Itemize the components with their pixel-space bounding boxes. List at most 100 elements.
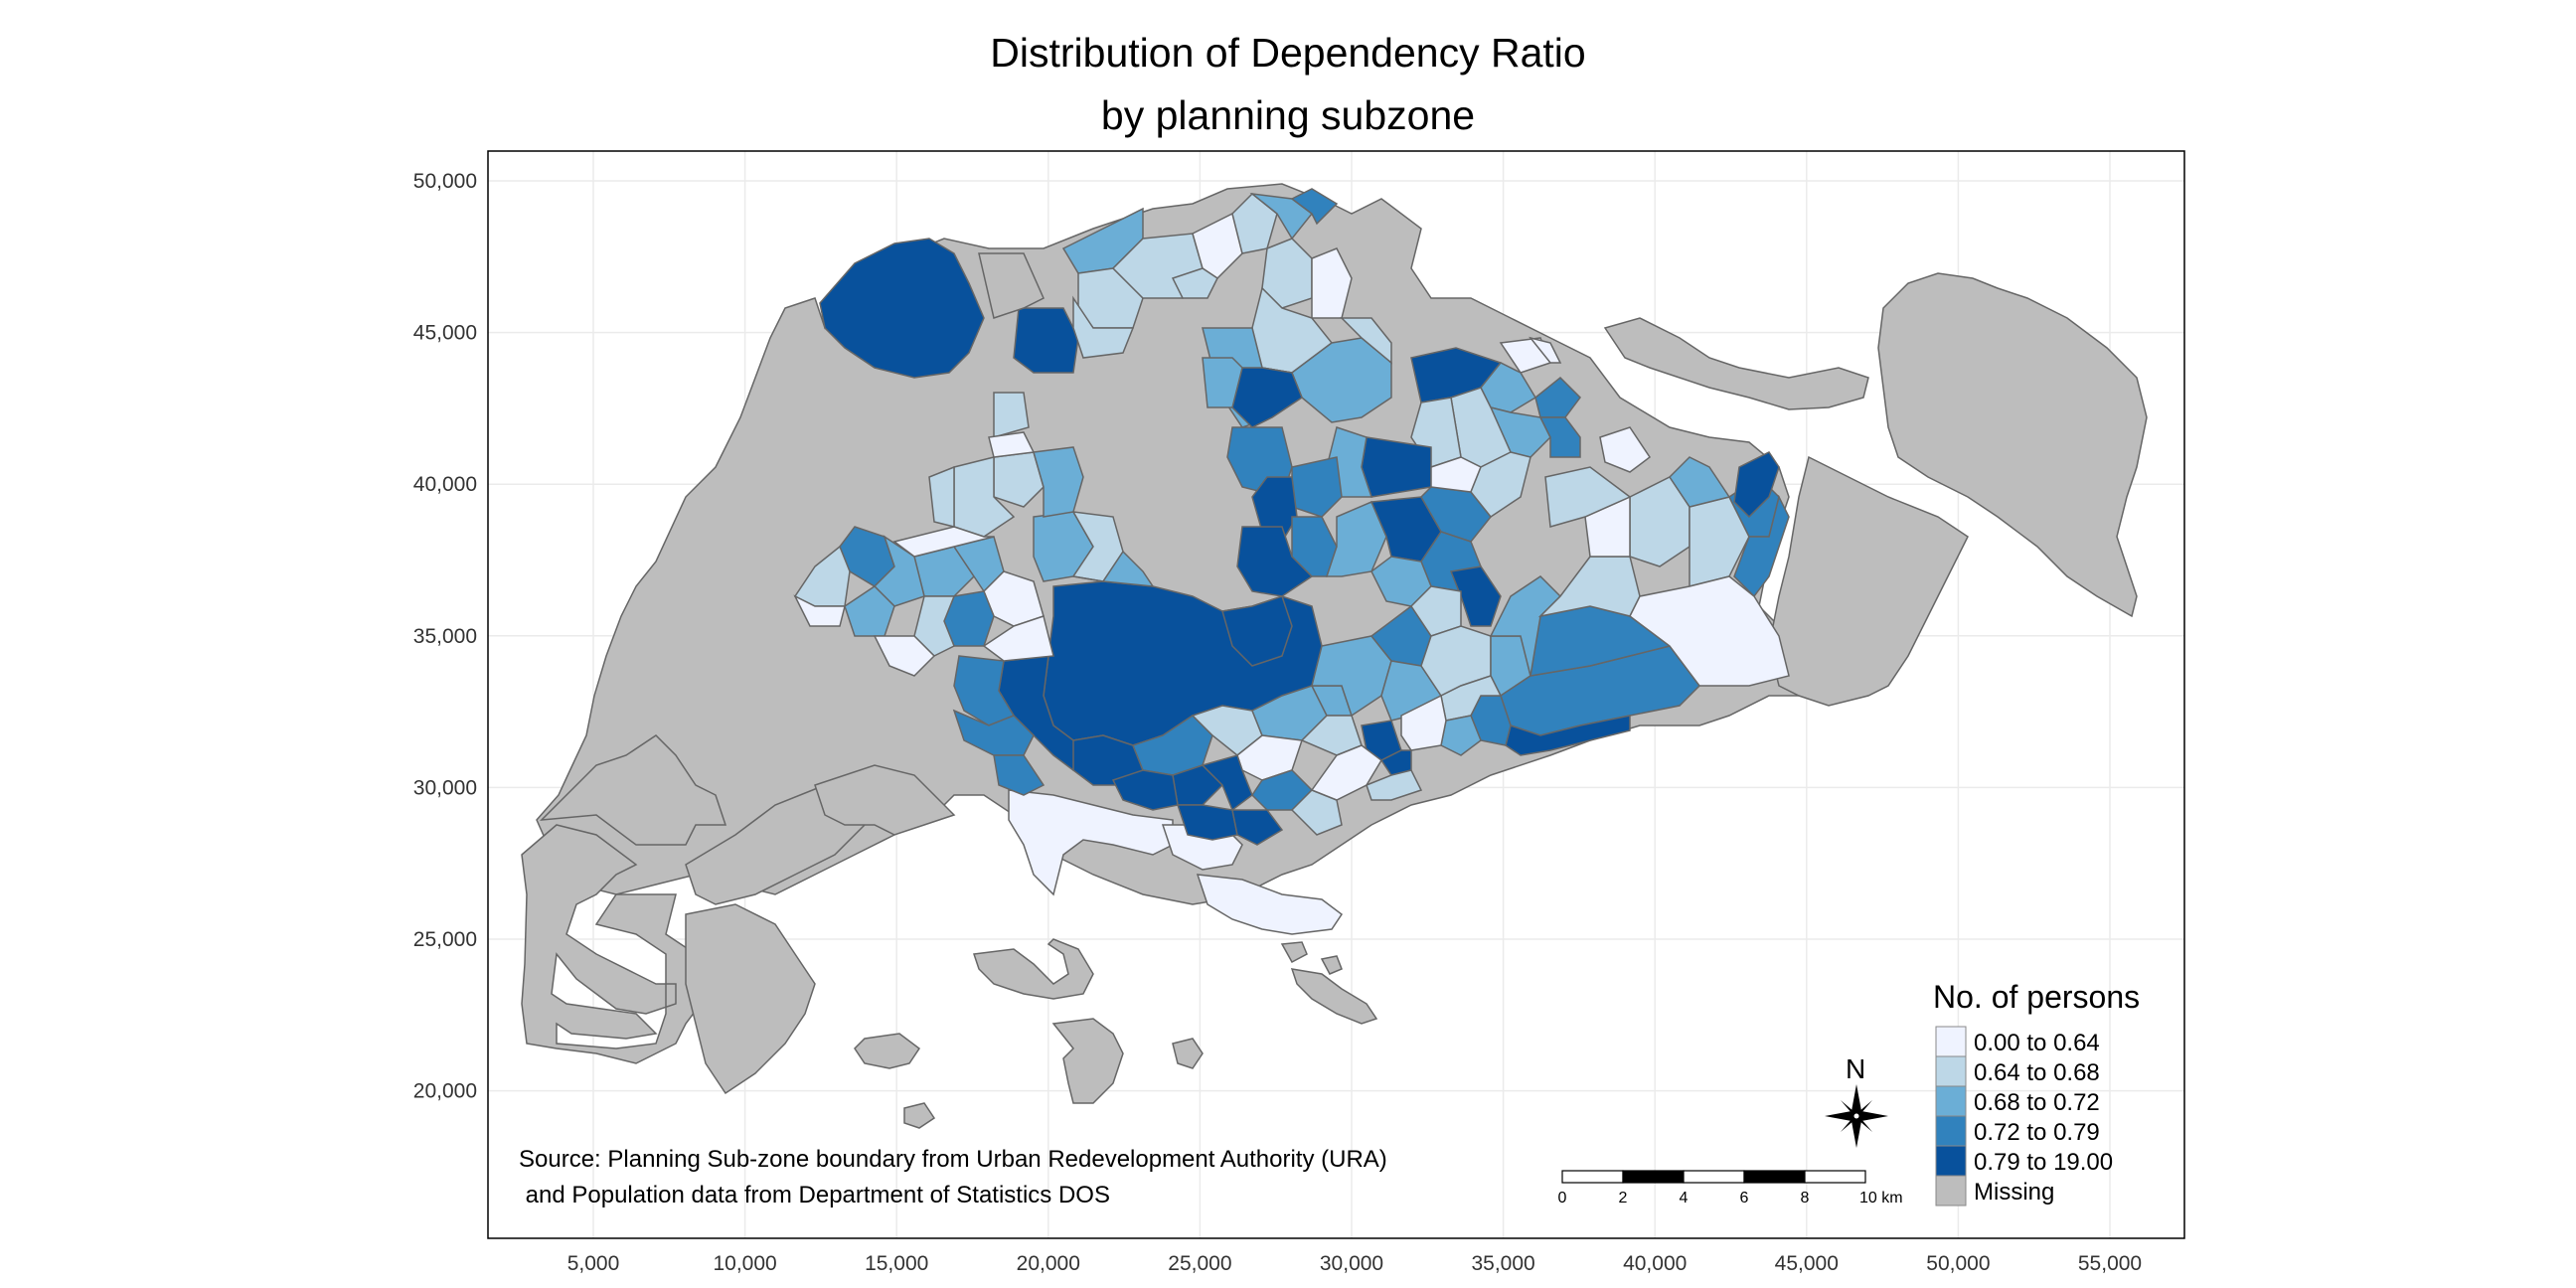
scale-label: 10 km bbox=[1859, 1190, 1903, 1207]
jurong-island bbox=[521, 824, 707, 1064]
nw-zone-1 bbox=[892, 526, 995, 558]
southern-island-f bbox=[903, 1102, 936, 1129]
scale-label: 8 bbox=[1801, 1190, 1810, 1207]
pulau-tekong bbox=[1877, 272, 2148, 618]
east-zone-18 bbox=[1733, 451, 1780, 519]
north-zone-15 bbox=[1340, 317, 1392, 365]
legend-label: 0.64 to 0.68 bbox=[1974, 1059, 2100, 1086]
east-zone-8 bbox=[1505, 715, 1631, 756]
scale-label: 6 bbox=[1740, 1190, 1749, 1207]
north-label: N bbox=[1846, 1053, 1865, 1084]
x-tick-label: 45,000 bbox=[1775, 1252, 1839, 1275]
y-tick-label: 50,000 bbox=[413, 170, 477, 193]
central-zone-2 bbox=[1361, 436, 1432, 498]
island-southwest-a bbox=[814, 764, 956, 836]
east-zone-22 bbox=[1544, 466, 1632, 528]
east-zone-3 bbox=[1410, 585, 1462, 637]
north-zone-9 bbox=[1311, 247, 1353, 319]
x-axis-ticks: 5,000 10,000 15,000 20,000 25,000 30,000 35,00… bbox=[567, 1252, 2142, 1275]
y-tick-label: 35,000 bbox=[413, 625, 477, 648]
legend-label: 0.72 to 0.79 bbox=[1974, 1119, 2100, 1146]
southern-island-h bbox=[1320, 955, 1343, 975]
north-zone-16 bbox=[1072, 295, 1135, 359]
scale-bar: 0 2 4 6 8 10 km bbox=[1558, 1170, 1903, 1207]
y-tick-label: 40,000 bbox=[413, 473, 477, 496]
northeast-zone-6 bbox=[1538, 416, 1581, 458]
y-tick-label: 30,000 bbox=[413, 776, 477, 799]
map-title-line-1: Distribution of Dependency Ratio bbox=[990, 30, 1586, 76]
west-zone-10 bbox=[993, 392, 1030, 438]
legend-label: 0.00 to 0.64 bbox=[1974, 1030, 2100, 1056]
southern-island-c bbox=[854, 1033, 921, 1069]
south-zone-11 bbox=[1111, 769, 1179, 811]
north-zone-7 bbox=[1290, 188, 1339, 226]
west-zone-19 bbox=[1072, 550, 1155, 587]
east-zone-23 bbox=[1599, 426, 1652, 473]
legend-swatch bbox=[1935, 1055, 1967, 1087]
southern-island-d bbox=[1290, 968, 1378, 1025]
pulau-bukom bbox=[685, 903, 816, 1095]
x-tick-label: 35,000 bbox=[1471, 1252, 1534, 1275]
y-tick-label: 45,000 bbox=[413, 322, 477, 345]
pulau-ubin bbox=[1603, 317, 1869, 410]
scale-label: 4 bbox=[1680, 1190, 1689, 1207]
lim-chu-kang-zone bbox=[819, 238, 985, 379]
x-tick-label: 25,000 bbox=[1168, 1252, 1231, 1275]
east-zone-17 bbox=[1733, 494, 1790, 598]
central-zone-6 bbox=[1236, 526, 1314, 597]
legend-label: Missing bbox=[1974, 1179, 2054, 1206]
northeast-zone-4 bbox=[1534, 376, 1581, 418]
legend-swatch bbox=[1935, 1145, 1967, 1177]
legend-swatch bbox=[1935, 1085, 1967, 1117]
southern-island-a bbox=[972, 938, 1094, 1000]
north-zone-4 bbox=[1192, 212, 1243, 279]
changi-east bbox=[1768, 455, 1969, 707]
legend-label: 0.79 to 19.00 bbox=[1974, 1149, 2113, 1176]
north-arrow-icon: N bbox=[1825, 1053, 1888, 1148]
panel-border bbox=[487, 150, 2185, 1239]
x-tick-label: 55,000 bbox=[2078, 1252, 2142, 1275]
east-zone-20 bbox=[1629, 575, 1790, 687]
x-tick-label: 40,000 bbox=[1623, 1252, 1687, 1275]
sentosa bbox=[1196, 874, 1344, 935]
source-line-2: and Population data from Department of S… bbox=[519, 1182, 1110, 1208]
map-subzones bbox=[521, 183, 2148, 1129]
legend-swatch bbox=[1935, 1175, 1967, 1207]
y-tick-label: 25,000 bbox=[413, 928, 477, 951]
legend-title: No. of persons bbox=[1933, 979, 2140, 1015]
east-zone-27 bbox=[1366, 769, 1423, 801]
west-zone-21 bbox=[993, 754, 1046, 796]
southern-island-g bbox=[1280, 941, 1308, 964]
east-zone-26 bbox=[1379, 749, 1412, 776]
legend-swatch bbox=[1935, 1115, 1967, 1147]
north-zone-13 bbox=[1231, 367, 1303, 428]
northeast-zone-9 bbox=[1529, 336, 1562, 364]
x-tick-label: 15,000 bbox=[865, 1252, 928, 1275]
central-zone-14 bbox=[1470, 451, 1531, 519]
source-line-1: Source: Planning Sub-zone boundary from … bbox=[519, 1146, 1387, 1173]
west-zone-18 bbox=[982, 615, 1054, 662]
west-zone-15 bbox=[793, 594, 846, 627]
legend: No. of persons 0.00 to 0.64 0.64 to 0.68 0… bbox=[1933, 979, 2140, 1207]
central-dark-2 bbox=[1221, 595, 1293, 667]
southern-island-b bbox=[1051, 1018, 1124, 1104]
north-zone-17 bbox=[1171, 267, 1218, 299]
x-tick-label: 10,000 bbox=[713, 1252, 776, 1275]
scale-label: 2 bbox=[1619, 1190, 1628, 1207]
south-zone-10 bbox=[1290, 789, 1343, 836]
legend-label: 0.68 to 0.72 bbox=[1974, 1089, 2100, 1116]
nw-zone-4 bbox=[873, 635, 936, 677]
east-zone-19 bbox=[1669, 456, 1731, 508]
jurong-coast bbox=[540, 734, 727, 846]
west-zone-11 bbox=[988, 431, 1036, 458]
north-zone-14 bbox=[1202, 357, 1243, 408]
woodlands-grey bbox=[978, 252, 1045, 319]
north-zone-6 bbox=[1249, 192, 1314, 241]
west-zone-8 bbox=[1033, 446, 1084, 518]
legend-swatch bbox=[1935, 1026, 1967, 1057]
x-tick-label: 20,000 bbox=[1017, 1252, 1080, 1275]
x-tick-label: 5,000 bbox=[567, 1252, 620, 1275]
y-axis-ticks: 50,000 45,000 40,000 35,000 30,000 25,000 20,0… bbox=[413, 170, 477, 1103]
scale-label: 0 bbox=[1558, 1190, 1567, 1207]
